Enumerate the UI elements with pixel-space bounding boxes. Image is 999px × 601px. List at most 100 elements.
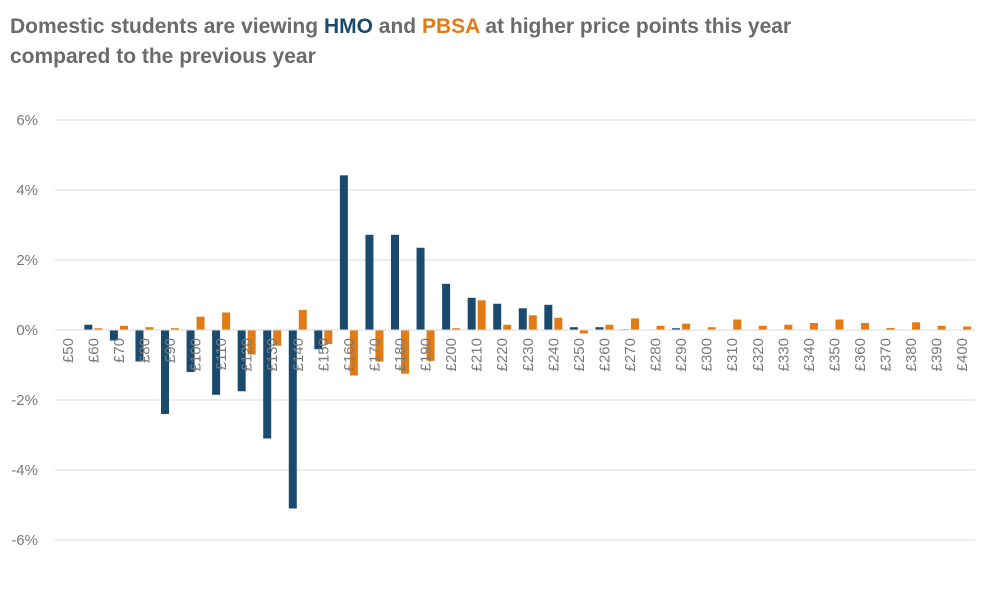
x-tick-label: £90 [162, 338, 179, 363]
x-tick-label: £260 [596, 338, 613, 371]
pbsa-bar [861, 323, 869, 330]
x-tick-label: £200 [443, 338, 460, 371]
x-tick-label: £70 [111, 338, 128, 363]
y-tick-label: -6% [11, 532, 38, 549]
pbsa-bar [554, 317, 563, 330]
y-axis: 6% 4% 2% 0% -2% -4% -6% [11, 112, 38, 549]
hmo-bar [416, 247, 425, 330]
title-part-2: and [372, 15, 422, 38]
pbsa-bar [273, 330, 282, 346]
hmo-bar [314, 330, 323, 350]
pbsa-bar [196, 316, 205, 330]
pbsa-bar [298, 310, 307, 330]
pbsa-bar [171, 328, 179, 330]
x-tick-label: £140 [290, 338, 307, 371]
x-tick-label: £210 [469, 338, 486, 371]
x-tick-label: £230 [520, 338, 537, 371]
pbsa-bar [912, 322, 921, 330]
chart-title: Domestic students are viewing HMO and PB… [10, 12, 830, 72]
x-tick-label: £320 [750, 338, 767, 371]
title-part-3: at higher price points this year compare… [10, 15, 792, 68]
pbsa-bar [835, 319, 844, 330]
x-tick-label: £300 [699, 338, 716, 371]
pbsa-bar [477, 300, 486, 330]
x-tick-label: £350 [826, 338, 843, 371]
y-tick-label: 0% [16, 322, 38, 339]
pbsa-bar [247, 330, 256, 355]
x-tick-label: £370 [878, 338, 895, 371]
pbsa-bar [886, 327, 895, 330]
x-tick-label: £120 [239, 338, 256, 371]
hmo-bar [391, 234, 399, 330]
pbsa-bar [426, 330, 435, 361]
pbsa-bar [222, 312, 231, 330]
pbsa-bar [631, 318, 639, 330]
pbsa-bar [349, 330, 358, 376]
hmo-bar [467, 297, 476, 330]
pbsa-bar [963, 326, 972, 330]
x-tick-label: £50 [60, 338, 77, 363]
x-tick-label: £190 [418, 338, 435, 371]
pbsa-bar [119, 325, 128, 330]
pbsa-bar [758, 325, 767, 330]
hmo-bar [544, 304, 553, 330]
hmo-bar [672, 328, 681, 330]
x-tick-label: £250 [571, 338, 588, 371]
x-tick-label: £100 [188, 338, 205, 371]
title-part-1: Domestic students are viewing [10, 15, 324, 38]
x-tick-label: £290 [673, 338, 690, 371]
x-tick-label: £130 [264, 338, 281, 371]
pbsa-bar [401, 330, 409, 374]
title-hmo-label: HMO [323, 15, 373, 38]
pbsa-bar [809, 323, 818, 330]
pbsa-bar [707, 327, 716, 330]
pbsa-bar [528, 315, 537, 330]
hmo-bar [493, 303, 502, 330]
y-tick-label: 2% [16, 252, 38, 269]
pbsa-bar [733, 319, 742, 330]
hmo-bar [186, 330, 195, 372]
hmo-bar [339, 175, 348, 330]
pbsa-bar [324, 330, 333, 344]
hmo-bar [135, 330, 144, 362]
hmo-bar [569, 327, 578, 330]
x-tick-label: £220 [494, 338, 511, 371]
hmo-bar [109, 330, 118, 341]
x-axis: £50 £60 £70 £80 £90 £100 £110 £120 £130 £140 £150 £… [60, 338, 971, 371]
pbsa-bar [656, 325, 665, 330]
hmo-bar [288, 330, 297, 509]
x-tick-label: £60 [85, 338, 102, 363]
x-tick-label: £170 [366, 338, 383, 371]
x-tick-label: £390 [929, 338, 946, 371]
pbsa-bar [145, 327, 154, 330]
title-pbsa-label: PBSA [421, 15, 480, 38]
pbsa-bar [503, 324, 512, 330]
pbsa-bar [579, 330, 588, 334]
pbsa-bar [682, 323, 691, 330]
y-tick-label: 6% [16, 112, 38, 129]
hmo-bar [595, 327, 604, 330]
pbsa-bar [452, 328, 461, 330]
x-tick-label: £400 [954, 338, 971, 371]
pbsa-bar [937, 325, 946, 330]
bars [84, 175, 972, 509]
x-tick-label: £330 [775, 338, 792, 371]
x-tick-label: £180 [392, 338, 409, 371]
x-tick-label: £80 [136, 338, 153, 363]
gridlines [55, 119, 975, 541]
x-tick-label: £160 [341, 338, 358, 371]
y-tick-label: 4% [16, 182, 38, 199]
x-tick-label: £310 [724, 338, 741, 371]
hmo-bar [161, 330, 169, 414]
y-tick-label: -4% [11, 462, 38, 479]
x-tick-label: £240 [545, 338, 562, 371]
x-tick-label: £340 [801, 338, 818, 371]
hmo-bar [518, 308, 527, 330]
hmo-bar [263, 330, 272, 439]
hmo-bar [365, 234, 374, 330]
x-tick-label: £380 [903, 338, 920, 371]
hmo-bar [212, 330, 221, 395]
x-tick-label: £360 [852, 338, 869, 371]
x-tick-label: £110 [213, 338, 230, 370]
